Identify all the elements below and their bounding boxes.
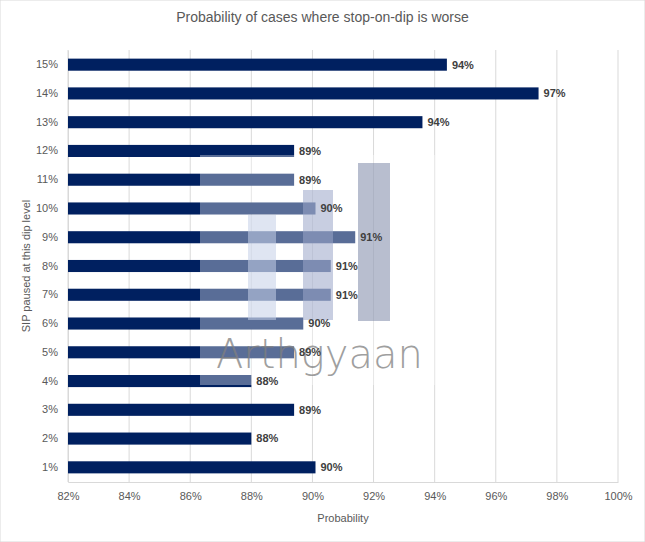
watermark-text: Arthgyaan: [216, 331, 423, 377]
data-label: 91%: [360, 231, 382, 243]
x-tick: 92%: [363, 482, 385, 502]
bar: [68, 404, 294, 416]
y-tick-label: 10%: [36, 202, 58, 214]
data-label: 91%: [336, 260, 358, 272]
y-tick-label: 1%: [42, 461, 58, 473]
x-tick-label: 100%: [604, 490, 632, 502]
bar: [68, 433, 251, 445]
x-tick-label: 96%: [485, 490, 507, 502]
x-tick: 90%: [302, 482, 324, 502]
watermark-shape: [248, 215, 276, 320]
data-label: 89%: [299, 174, 321, 186]
y-tick: 9%: [42, 231, 68, 243]
x-tick: 100%: [604, 482, 632, 502]
data-label: 94%: [427, 116, 449, 128]
bar: [68, 461, 316, 473]
y-tick-label: 14%: [36, 87, 58, 99]
y-tick-label: 13%: [36, 116, 58, 128]
x-axis-title: Probability: [317, 512, 369, 524]
data-label: 90%: [321, 461, 343, 473]
grid-line: [556, 50, 557, 482]
watermark: Arthgyaan: [200, 155, 435, 385]
y-tick-label: 5%: [42, 346, 58, 358]
bar: [68, 59, 447, 71]
x-tick-label: 94%: [424, 490, 446, 502]
x-axis-line: [69, 482, 619, 483]
y-tick: 1%: [42, 461, 68, 473]
y-tick-label: 7%: [42, 288, 58, 300]
x-tick: 86%: [180, 482, 202, 502]
chart: 82% 84% 86% 88% 90% 92% 94% 96% 98% 100% 1% 2% 3% 4% 5…: [0, 0, 645, 542]
x-tick-label: 84%: [119, 490, 141, 502]
x-tick-label: 98%: [546, 490, 568, 502]
grid-line: [618, 50, 619, 482]
data-label: 89%: [299, 404, 321, 416]
data-label: 88%: [256, 375, 278, 387]
watermark-shape: [200, 155, 435, 385]
y-tick: 13%: [36, 116, 68, 128]
data-label: 90%: [308, 317, 330, 329]
data-label: 91%: [336, 289, 358, 301]
y-tick: 11%: [37, 173, 68, 185]
y-axis: 1% 2% 3% 4% 5% 6% 7% 8% 9% 10% 11% 12% 13% 14% 15%: [36, 51, 69, 483]
y-tick-label: 6%: [42, 317, 58, 329]
data-label: 89%: [299, 346, 321, 358]
y-tick: 7%: [42, 288, 68, 300]
y-axis-title: SIP paused at this dip level: [20, 200, 32, 333]
y-tick-label: 9%: [42, 231, 58, 243]
y-tick-label: 12%: [36, 144, 58, 156]
y-tick-label: 3%: [42, 403, 58, 415]
y-tick: 8%: [42, 260, 68, 272]
watermark-shape: [358, 163, 390, 321]
x-tick: 98%: [546, 482, 568, 502]
bar: [68, 87, 539, 99]
y-tick: 12%: [36, 144, 68, 156]
x-axis: 82% 84% 86% 88% 90% 92% 94% 96% 98% 100%: [57, 482, 632, 502]
x-tick-label: 86%: [180, 490, 202, 502]
x-tick: 88%: [241, 482, 263, 502]
grid: [68, 50, 618, 482]
data-label: 88%: [256, 432, 278, 444]
data-labels: 90% 88% 89% 88% 89% 90% 91% 91% 91% 90% 89% 89% 94% 9…: [256, 59, 565, 474]
y-tick: 15%: [36, 58, 68, 70]
y-tick: 14%: [36, 87, 68, 99]
y-tick-label: 15%: [36, 58, 58, 70]
bar: [68, 116, 422, 128]
y-tick: 2%: [42, 432, 68, 444]
title: Probability of cases where stop-on-dip i…: [176, 9, 469, 25]
data-label: 90%: [321, 202, 343, 214]
y-tick-label: 11%: [37, 173, 58, 185]
y-tick: 4%: [42, 375, 68, 387]
y-tick: 10%: [36, 202, 68, 214]
x-tick-label: 90%: [302, 490, 324, 502]
y-tick-label: 8%: [42, 260, 58, 272]
plot: 82% 84% 86% 88% 90% 92% 94% 96% 98% 100% 1% 2% 3% 4% 5…: [36, 50, 633, 502]
y-tick-label: 4%: [42, 375, 58, 387]
data-label: 97%: [544, 87, 566, 99]
y-tick-label: 2%: [42, 432, 58, 444]
data-label: 94%: [452, 59, 474, 71]
background: [0, 0, 645, 542]
y-tick: 3%: [42, 403, 68, 415]
x-tick: 96%: [485, 482, 507, 502]
y-tick: 6%: [42, 317, 68, 329]
x-tick-label: 82%: [57, 490, 79, 502]
y-tick: 5%: [42, 346, 68, 358]
x-tick-label: 92%: [363, 490, 385, 502]
bars: [68, 59, 539, 474]
data-label: 89%: [299, 145, 321, 157]
grid-line: [495, 50, 496, 482]
x-tick: 82%: [57, 482, 79, 502]
x-tick: 94%: [424, 482, 446, 502]
x-tick: 84%: [119, 482, 141, 502]
x-tick-label: 88%: [241, 490, 263, 502]
